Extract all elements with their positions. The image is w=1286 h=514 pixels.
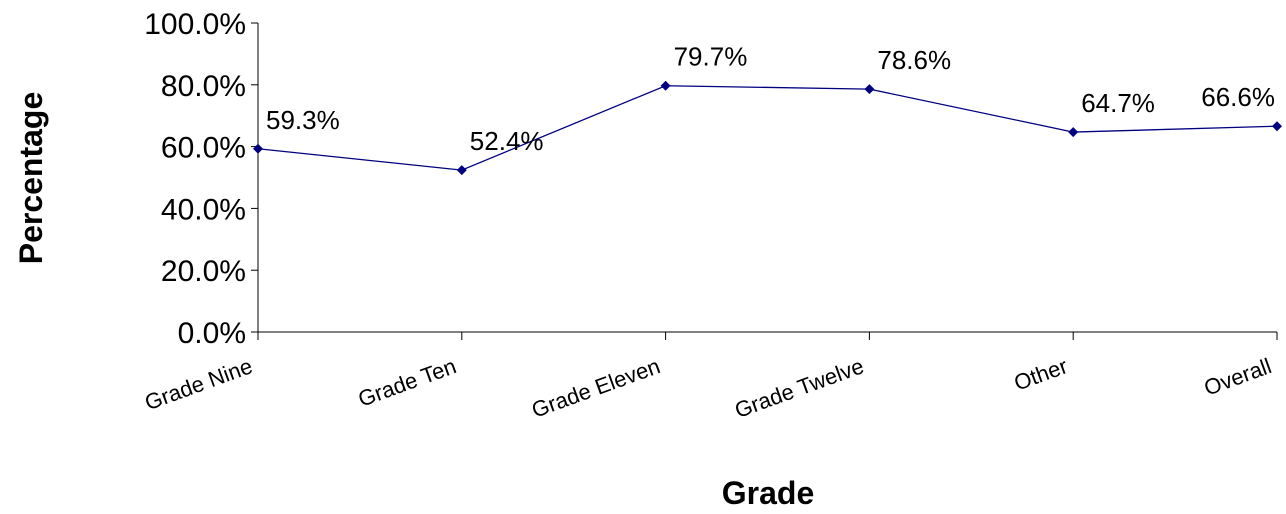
- y-tick-label: 0.0%: [178, 317, 246, 350]
- x-tick-label: Grade Ten: [355, 353, 460, 411]
- y-tick-label: 80.0%: [161, 70, 246, 103]
- series-group: [253, 80, 1282, 176]
- data-point-marker: [1272, 121, 1282, 132]
- y-tick-label: 40.0%: [161, 193, 246, 226]
- data-point-marker: [253, 143, 263, 154]
- x-tick-label: Grade Nine: [141, 353, 255, 415]
- x-tick-label: Overall: [1201, 353, 1275, 400]
- x-tick-label: Grade Twelve: [731, 353, 867, 423]
- y-tick-label: 60.0%: [161, 132, 246, 165]
- y-tick-label: 100.0%: [144, 8, 246, 41]
- data-point-marker: [864, 84, 875, 95]
- data-label: 59.3%: [266, 105, 340, 135]
- series-line: [257, 85, 1278, 171]
- data-label: 66.6%: [1201, 82, 1275, 112]
- y-axis: 0.0% 20.0% 40.0% 60.0% 80.0% 100.0%: [144, 8, 259, 350]
- x-axis-title: Grade: [722, 475, 814, 511]
- data-point-marker: [660, 80, 671, 91]
- data-label: 78.6%: [877, 45, 951, 75]
- y-axis-title: Percentage: [13, 92, 49, 265]
- data-point-marker: [1068, 127, 1079, 138]
- x-tick-label: Grade Eleven: [528, 353, 663, 423]
- data-label: 52.4%: [470, 126, 544, 156]
- x-axis: Grade Nine Grade Ten Grade Eleven Grade Twe…: [141, 331, 1278, 423]
- y-tick-label: 20.0%: [161, 255, 246, 288]
- data-point-marker: [456, 165, 467, 176]
- x-tick-label: Other: [1011, 353, 1071, 395]
- data-label: 64.7%: [1081, 88, 1155, 118]
- data-label: 79.7%: [674, 42, 748, 72]
- data-labels: 59.3% 52.4% 79.7% 78.6% 64.7% 66.6%: [266, 42, 1275, 156]
